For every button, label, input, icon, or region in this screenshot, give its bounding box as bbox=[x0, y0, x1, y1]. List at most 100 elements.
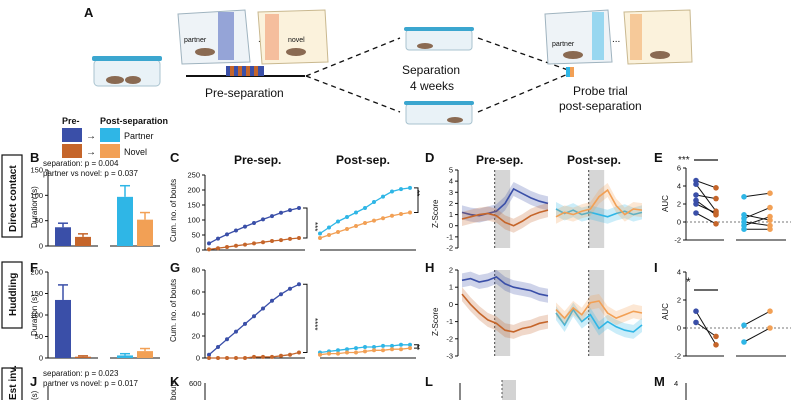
panel-b-bar-chart: 0 50 100 150 bbox=[30, 166, 160, 251]
panel-c-pre-data-point bbox=[216, 246, 220, 251]
panel-g-ytick-label: 20 bbox=[192, 332, 200, 341]
panel-g-post-data-point bbox=[399, 347, 403, 352]
legend-post-label: Post-separation bbox=[100, 116, 168, 126]
panel-g-ytick-label: 80 bbox=[192, 266, 200, 275]
panel-letter-c: C bbox=[170, 150, 180, 165]
legend-arrow-1: → bbox=[86, 131, 96, 142]
panel-g-post-data-point bbox=[408, 346, 412, 351]
partner-label-post: partner bbox=[552, 41, 575, 48]
panel-b-bar bbox=[75, 236, 91, 246]
panel-c-pre-data-point bbox=[243, 224, 247, 229]
panel-c-post-data-point bbox=[381, 194, 385, 199]
panel-i-pre-pair-line bbox=[695, 321, 717, 337]
panel-d-post-sem-band bbox=[556, 202, 642, 224]
panel-e-pre-pair-line bbox=[695, 212, 717, 225]
panel-d-ytick-label: 4 bbox=[449, 177, 453, 186]
panel-c-ytick-label: 200 bbox=[187, 186, 200, 195]
legend-swatch-pre-novel bbox=[62, 144, 82, 158]
panel-g-pre-data-point bbox=[252, 354, 256, 359]
panel-i-post-pair-line bbox=[743, 310, 771, 326]
panel-g-pre-data-point bbox=[243, 356, 247, 360]
panel-g-post-data-point bbox=[372, 348, 376, 353]
panel-c-pre-data-point bbox=[261, 240, 265, 245]
panel-e-post-novel-point bbox=[767, 226, 773, 232]
panel-e-pre-pair-line bbox=[695, 203, 717, 214]
panel-j-stats-line2: partner vs novel: p = 0.017 bbox=[43, 379, 139, 388]
panel-g-pre-data-point bbox=[297, 350, 301, 355]
panel-d-ytick-label: 0 bbox=[449, 221, 453, 230]
panel-i-auc-chart: -2 0 2 4 bbox=[674, 268, 791, 361]
panel-i-post-novel-point bbox=[767, 325, 773, 331]
panel-c-pre-data-point bbox=[297, 236, 301, 240]
panel-h-pre-mean-line bbox=[461, 293, 549, 333]
panel-c-pre-data-point bbox=[207, 247, 211, 252]
panel-c-post-data-point bbox=[390, 213, 394, 218]
panel-e-post-novel-point bbox=[767, 213, 773, 220]
panel-i-sig: * bbox=[686, 275, 691, 289]
panel-h-ytick-label: 0 bbox=[449, 300, 453, 309]
panel-c-ytick-label: 150 bbox=[187, 201, 200, 210]
panel-g-pre-data-point bbox=[207, 352, 211, 357]
panel-b-bar bbox=[137, 219, 153, 246]
panel-g-sig-pre: **** bbox=[310, 318, 319, 330]
panel-g-pre-data-point bbox=[270, 354, 274, 359]
panel-g-pre-data-point bbox=[234, 356, 238, 360]
panel-h-ytick-label: 1 bbox=[449, 283, 453, 292]
panel-e-pre-novel-point bbox=[713, 195, 719, 202]
panel-d-ytick-label: -1 bbox=[446, 232, 453, 241]
legend-swatch-pre-partner bbox=[62, 128, 82, 142]
panel-f-ytick-label: 100 bbox=[30, 311, 43, 320]
panel-h-ytick-label: -3 bbox=[446, 352, 453, 361]
panel-e-pre-pair-line bbox=[695, 183, 717, 212]
panel-f-bar bbox=[55, 299, 71, 358]
panel-i-pre-novel-point bbox=[713, 333, 719, 340]
panel-c-post-data-point bbox=[363, 221, 367, 225]
panel-g-post-data-point bbox=[381, 348, 385, 353]
row-label-huddling-text: Huddling bbox=[8, 273, 19, 316]
panel-c-post-data-point bbox=[363, 206, 367, 210]
panel-i-ytick-label: 0 bbox=[677, 324, 681, 333]
panel-e-pre-pair-line bbox=[695, 199, 717, 216]
pre-separation-label: Pre-separation bbox=[205, 86, 284, 100]
panel-i-ytick-label: 2 bbox=[677, 296, 681, 305]
panel-g-pre-data-point bbox=[279, 353, 283, 358]
panel-f-ytick-label: 50 bbox=[35, 332, 43, 341]
panel-c-pre-data-point bbox=[234, 228, 238, 233]
panel-g-pre-data-point bbox=[207, 356, 211, 360]
panel-i-post-partner-point bbox=[741, 339, 747, 345]
panel-e-post-novel-point bbox=[767, 190, 773, 196]
panel-c-ytick-label: 50 bbox=[192, 231, 200, 240]
panel-h-post-sem-band bbox=[556, 293, 642, 326]
panel-g-pre-data-point bbox=[270, 298, 274, 303]
panel-e-post-partner-point bbox=[741, 194, 747, 200]
panel-c-post-data-point bbox=[372, 218, 376, 223]
panel-a-connectors bbox=[305, 37, 569, 113]
separation-cages-illustration: Separation 4 weeks bbox=[402, 27, 474, 125]
panel-h-post-mean-line bbox=[555, 300, 643, 320]
charts-layer: 0501001500501001502000501001502002500204… bbox=[30, 159, 791, 363]
panel-h-post-event-shade bbox=[588, 270, 605, 356]
panel-g-post-data-point bbox=[372, 345, 376, 349]
panel-c-post-data-point bbox=[399, 212, 403, 216]
panel-c-post-data-point bbox=[408, 210, 412, 215]
panel-d-pre-sem-band bbox=[462, 203, 548, 233]
panel-e-pre-partner-point bbox=[693, 210, 699, 216]
panel-i-post-novel-point bbox=[767, 308, 773, 315]
panel-d-ylabel: Z-Score bbox=[431, 199, 440, 228]
panel-c-pre-data-point bbox=[279, 210, 283, 215]
panel-c-ytick-label: 0 bbox=[196, 246, 200, 255]
panel-e-pre-novel-point bbox=[713, 185, 719, 191]
panel-e-ytick-label: 4 bbox=[677, 182, 681, 191]
panel-c-pre-data-point bbox=[261, 217, 265, 222]
panel-c-post-data-point bbox=[318, 231, 322, 236]
panel-i-post-pair-line bbox=[743, 327, 771, 343]
panel-h-ytick-label: -2 bbox=[446, 334, 453, 343]
panel-g-post-data-point bbox=[363, 345, 367, 349]
panel-e-pre-partner-point bbox=[693, 201, 699, 207]
panel-d-post-event-shade bbox=[588, 170, 605, 248]
panel-d-ytick-label: 5 bbox=[449, 166, 453, 175]
panel-f-bar bbox=[75, 356, 91, 358]
panel-c-post-data-point bbox=[336, 219, 340, 224]
panel-c-post-data-point bbox=[408, 185, 412, 190]
panel-f-ytick-label: 150 bbox=[30, 289, 43, 298]
